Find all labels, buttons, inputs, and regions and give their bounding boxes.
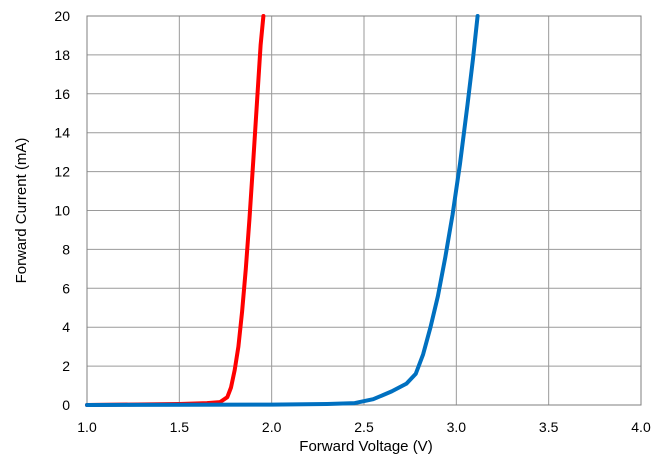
x-axis-ticks: 1.0 1.5 2.0 2.5 3.0 3.5 4.0	[77, 419, 651, 435]
grid	[86, 15, 642, 406]
series-layer	[85, 14, 480, 407]
y-tick-label: 14	[54, 125, 70, 141]
y-tick-label: 20	[54, 8, 70, 24]
y-tick-label: 8	[62, 241, 70, 257]
series-line-2	[85, 14, 480, 407]
x-axis-title: Forward Voltage (V)	[299, 438, 432, 455]
x-tick-label: 3.0	[447, 419, 467, 435]
x-tick-label: 3.5	[539, 419, 559, 435]
x-tick-label: 1.5	[170, 419, 190, 435]
y-tick-label: 0	[62, 397, 70, 413]
x-tick-label: 2.0	[262, 419, 282, 435]
y-tick-label: 12	[54, 164, 70, 180]
y-tick-label: 4	[62, 319, 70, 335]
y-tick-label: 6	[62, 280, 70, 296]
y-axis-ticks: 0 2 4 6 8 10 12 14 16 18 20	[54, 8, 70, 413]
x-tick-label: 2.5	[354, 419, 374, 435]
y-axis-title: Forward Current (mA)	[13, 138, 30, 284]
x-tick-label: 1.0	[77, 419, 97, 435]
y-tick-label: 10	[54, 203, 70, 219]
y-tick-label: 2	[62, 358, 70, 374]
y-tick-label: 16	[54, 86, 70, 102]
y-tick-label: 18	[54, 47, 70, 63]
x-tick-label: 4.0	[631, 419, 651, 435]
plot-area-border	[86, 15, 642, 406]
